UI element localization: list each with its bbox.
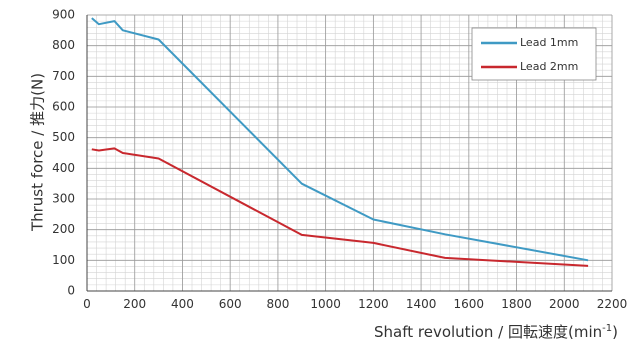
x-tick-label: 2000 — [549, 297, 580, 311]
series-line-1 — [91, 17, 589, 262]
x-tick-label: 1400 — [406, 297, 437, 311]
x-tick-label: 0 — [83, 297, 91, 311]
x-axis-title-main: Shaft revolution / 回転速度 — [374, 323, 568, 341]
y-tick-label: 0 — [67, 284, 75, 298]
y-tick-labels: 0 100 200 300 400 500 600 700 800 900 — [52, 8, 75, 298]
x-tick-labels: 0 200 400 600 800 1000 1200 1400 1600 1800 2000 220… — [83, 297, 627, 311]
x-tick-label: 1200 — [358, 297, 389, 311]
major-grid — [86, 14, 613, 292]
x-tick-label: 400 — [171, 297, 194, 311]
x-tick-label: 2200 — [597, 297, 627, 311]
legend-label-2: Lead 2mm — [520, 60, 578, 73]
y-tick-label: 800 — [52, 38, 75, 52]
x-axis-unit-sup: -1 — [602, 323, 612, 334]
y-tick-label: 700 — [52, 69, 75, 83]
y-tick-label: 300 — [52, 192, 75, 206]
axes — [86, 15, 612, 292]
x-axis-unit-suffix: ) — [612, 323, 618, 341]
x-tick-label: 800 — [266, 297, 289, 311]
y-axis-title: Thrust force / 推力(N) — [29, 73, 47, 232]
legend: Lead 1mm Lead 2mm — [471, 27, 597, 81]
x-tick-label: 1800 — [501, 297, 532, 311]
x-tick-label: 1600 — [454, 297, 485, 311]
series-line-2 — [91, 147, 589, 267]
y-tick-label: 500 — [52, 130, 75, 144]
x-tick-label: 600 — [219, 297, 242, 311]
y-tick-label: 200 — [52, 222, 75, 236]
x-tick-label: 1000 — [310, 297, 341, 311]
y-tick-label: 400 — [52, 161, 75, 175]
series-layer — [91, 17, 589, 267]
y-tick-label: 100 — [52, 253, 75, 267]
y-tick-label: 900 — [52, 8, 75, 22]
legend-label-1: Lead 1mm — [520, 36, 578, 49]
legend-box — [471, 27, 597, 81]
x-tick-label: 200 — [123, 297, 146, 311]
y-tick-label: 600 — [52, 100, 75, 114]
x-axis-title: Shaft revolution / 回転速度(min-1) — [374, 323, 618, 341]
x-axis-unit-prefix: (min — [568, 323, 602, 341]
